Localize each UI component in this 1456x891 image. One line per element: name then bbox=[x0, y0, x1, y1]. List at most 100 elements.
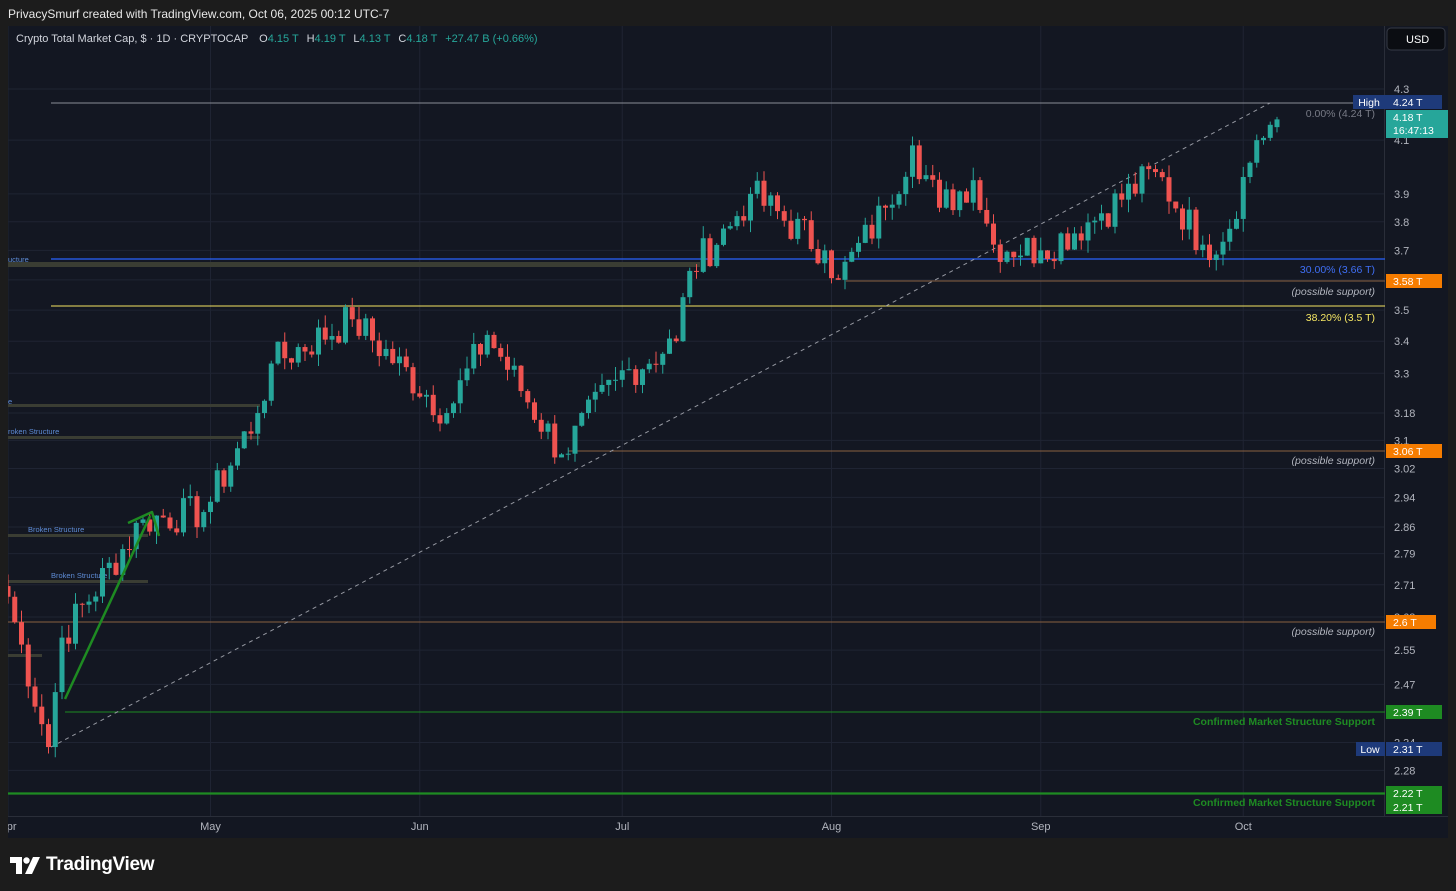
candle-body bbox=[977, 180, 983, 210]
candle-body bbox=[19, 622, 24, 645]
currency-button-label[interactable]: USD bbox=[1406, 34, 1429, 46]
chart-area[interactable]: ucture e roken Structure Broken Structur… bbox=[0, 26, 1448, 838]
candle-body bbox=[295, 347, 301, 363]
y-tick-3.02: 3.02 bbox=[1394, 463, 1415, 475]
fib-382-label: 38.20% (3.5 T) bbox=[1306, 312, 1375, 324]
candle-body bbox=[970, 180, 976, 203]
candle-body bbox=[1193, 209, 1199, 251]
tradingview-logo[interactable]: TradingView bbox=[10, 854, 155, 876]
candle-body bbox=[32, 686, 38, 707]
currency-button[interactable] bbox=[1386, 27, 1446, 51]
candle-body bbox=[964, 191, 969, 203]
y-tick-2.79: 2.79 bbox=[1394, 549, 1415, 561]
candle-body bbox=[383, 348, 389, 357]
price-axis[interactable]: 4.34.13.93.83.73.63.53.43.33.183.13.022.… bbox=[1394, 84, 1415, 777]
candle-body bbox=[52, 692, 58, 748]
candle-body bbox=[1092, 220, 1098, 223]
y-tick-2.55: 2.55 bbox=[1394, 645, 1415, 657]
high-tag-label: High bbox=[1358, 97, 1380, 109]
price-tag-bg bbox=[1386, 110, 1448, 138]
candle-body bbox=[910, 145, 915, 177]
candle-body bbox=[174, 528, 180, 533]
candle-body bbox=[349, 307, 355, 320]
candle-body bbox=[93, 596, 99, 602]
candle-body bbox=[613, 379, 618, 381]
candle-body bbox=[1085, 222, 1091, 241]
candle-body bbox=[1173, 201, 1179, 209]
candle-body bbox=[768, 195, 774, 206]
candle-body bbox=[498, 348, 504, 357]
candle-body bbox=[275, 341, 281, 364]
structure-band-ucture bbox=[8, 262, 700, 267]
candle-body bbox=[815, 249, 821, 264]
structure-band-broken-3 bbox=[8, 580, 148, 583]
structure-band-broken-2 bbox=[8, 534, 148, 537]
candle-body bbox=[221, 470, 227, 487]
candle-body bbox=[741, 216, 747, 221]
low-tag-label: Low bbox=[1360, 744, 1380, 756]
candle-body bbox=[781, 211, 787, 221]
candle-body bbox=[1011, 251, 1017, 258]
support-tag-2-bg bbox=[1386, 444, 1442, 458]
candles bbox=[5, 116, 1280, 758]
trend-arrow-line[interactable] bbox=[63, 515, 152, 700]
candle-body bbox=[113, 562, 119, 575]
confirmed-tag-3: 2.21 T bbox=[1393, 802, 1423, 814]
candle-body bbox=[714, 244, 720, 267]
candle-body bbox=[707, 238, 713, 267]
candle-body bbox=[120, 549, 126, 575]
candle-body bbox=[424, 394, 429, 397]
y-tick-3.4: 3.4 bbox=[1394, 336, 1409, 348]
candle-body bbox=[876, 205, 882, 239]
structure-label-4: Broken Structure bbox=[28, 525, 84, 534]
candle-body bbox=[1227, 228, 1233, 242]
legend-o-value: 4.15 T bbox=[268, 33, 299, 45]
candle-body bbox=[194, 496, 200, 528]
candle-body bbox=[417, 393, 423, 397]
candle-body bbox=[883, 205, 888, 208]
candle-body bbox=[788, 220, 794, 239]
candle-body bbox=[599, 384, 605, 392]
legend-c-label: C bbox=[398, 33, 406, 45]
candle-body bbox=[754, 180, 760, 194]
candle-body bbox=[903, 176, 909, 195]
price-tag-value: 4.18 T bbox=[1393, 112, 1423, 124]
candle-body bbox=[363, 318, 369, 336]
x-tick-apr: Apr bbox=[8, 821, 17, 833]
candle-body bbox=[896, 194, 902, 205]
candle-body bbox=[491, 334, 497, 349]
candle-body bbox=[592, 391, 598, 400]
candle-body bbox=[1078, 233, 1084, 241]
price-chart[interactable]: ucture e roken Structure Broken Structur… bbox=[0, 26, 1448, 838]
candle-body bbox=[1166, 177, 1172, 202]
candle-body bbox=[673, 338, 679, 342]
candle-body bbox=[66, 637, 72, 644]
candle-body bbox=[147, 519, 153, 532]
candle-body bbox=[518, 365, 524, 392]
candle-body bbox=[73, 603, 78, 644]
structure-band-e bbox=[8, 404, 260, 407]
candle-body bbox=[1220, 241, 1226, 255]
candle-body bbox=[829, 250, 834, 279]
support-label-1: (possible support) bbox=[1292, 286, 1375, 298]
structure-label-1: ucture bbox=[8, 255, 29, 264]
candle-body bbox=[1018, 255, 1023, 258]
fib-trend-line[interactable] bbox=[50, 102, 1271, 748]
candle-body bbox=[538, 419, 544, 432]
candle-body bbox=[835, 278, 841, 280]
candle-body bbox=[370, 318, 375, 341]
legend-o-label: O bbox=[259, 33, 268, 45]
candle-body bbox=[646, 363, 652, 370]
chart-credit: PrivacySmurf created with TradingView.co… bbox=[8, 7, 390, 21]
candle-body bbox=[208, 501, 213, 513]
candle-body bbox=[302, 347, 308, 352]
support-label-3: (possible support) bbox=[1292, 626, 1375, 638]
candle-body bbox=[410, 367, 416, 394]
candle-body bbox=[721, 228, 726, 245]
fib-0-label: 0.00% (4.24 T) bbox=[1306, 108, 1375, 120]
y-tick-2.47: 2.47 bbox=[1394, 679, 1415, 691]
y-tick-2.94: 2.94 bbox=[1394, 492, 1415, 504]
candle-body bbox=[734, 216, 740, 227]
legend-c-value: 4.18 T bbox=[406, 33, 437, 45]
candle-body bbox=[1159, 172, 1165, 178]
